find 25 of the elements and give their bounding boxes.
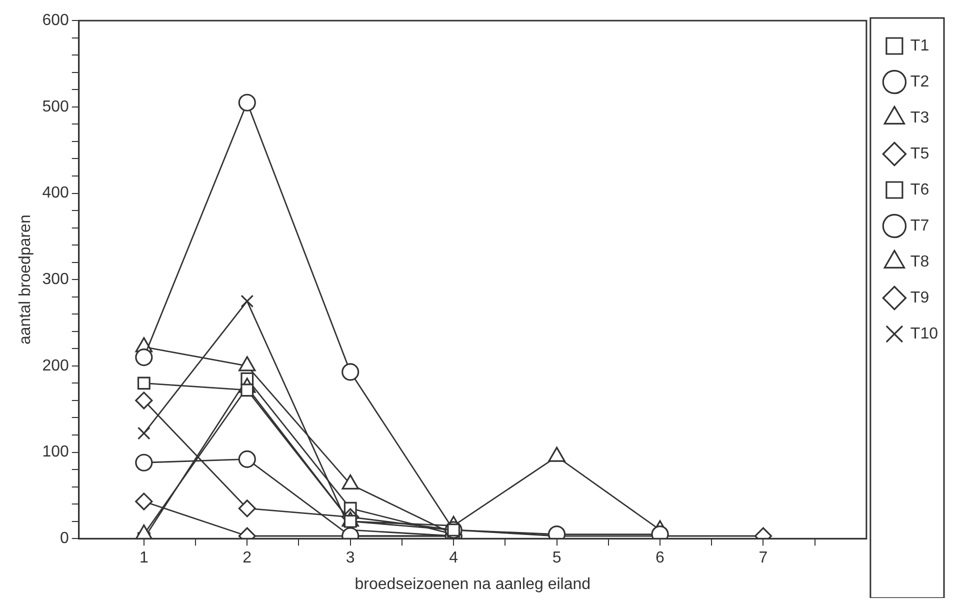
legend-label: T7 xyxy=(910,217,930,234)
legend-label: T5 xyxy=(910,145,930,162)
y-axis-title: aantal broedparen xyxy=(17,214,34,345)
x-tick-label: 3 xyxy=(346,550,355,567)
legend-label: T1 xyxy=(910,37,930,54)
legend-label: T9 xyxy=(910,289,930,306)
y-tick-label: 100 xyxy=(42,444,69,461)
x-tick-label: 2 xyxy=(242,550,252,567)
legend-label: T10 xyxy=(910,325,938,342)
y-tick-label: 500 xyxy=(42,98,69,116)
y-tick-label: 600 xyxy=(42,12,69,30)
y-tick-label: 200 xyxy=(42,357,69,374)
legend-label: T8 xyxy=(910,253,930,270)
x-axis-title: broedseizoenen na aanleg eiland xyxy=(354,576,591,593)
y-tick-label: 300 xyxy=(42,271,69,288)
legend-label: T2 xyxy=(910,73,930,90)
x-tick-label: 7 xyxy=(758,550,768,567)
legend-label: T6 xyxy=(910,181,930,198)
y-tick-label: 0 xyxy=(60,530,69,548)
x-tick-label: 1 xyxy=(139,550,148,567)
x-tick-label: 6 xyxy=(656,550,665,567)
x-tick-label: 4 xyxy=(449,550,458,567)
x-tick-label: 5 xyxy=(552,550,562,567)
legend-label: T3 xyxy=(910,109,930,126)
y-tick-label: 400 xyxy=(42,184,69,202)
